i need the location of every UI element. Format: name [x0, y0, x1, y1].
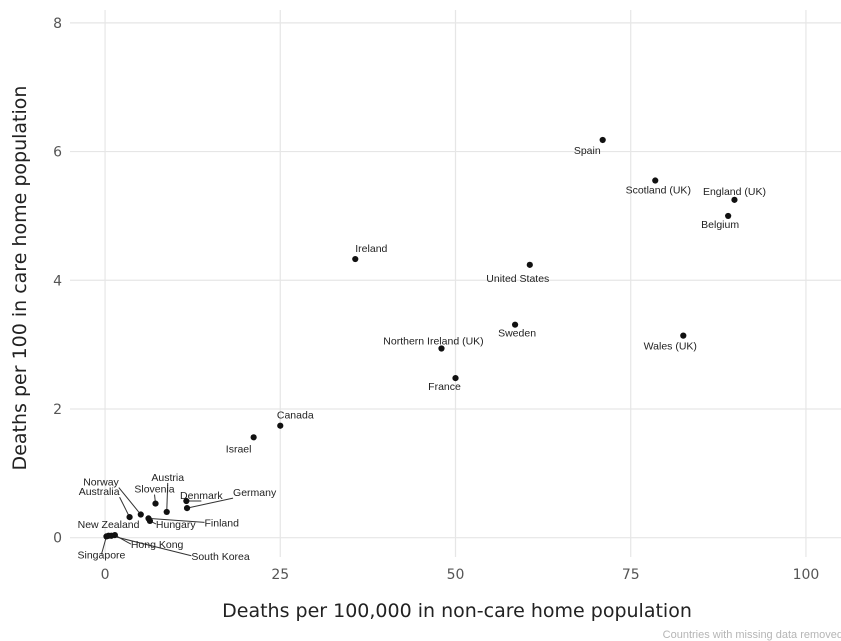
footnote: Countries with missing data removed [663, 629, 841, 641]
label-ireland: Ireland [355, 243, 387, 255]
label-denmark: Denmark [180, 490, 223, 502]
point-scotland-uk [652, 177, 659, 184]
label-france: France [428, 381, 461, 393]
label-wales-uk: Wales (UK) [644, 341, 697, 353]
y-tick-label: 8 [53, 16, 62, 32]
point-northern-ireland-uk [438, 345, 445, 352]
point-denmark [183, 497, 190, 505]
leader-singapore [100, 536, 107, 555]
label-united-states: United States [486, 273, 549, 285]
label-germany: Germany [233, 487, 277, 499]
x-tick-label: 75 [622, 567, 640, 583]
axis-ticks: 0 25 50 75 100 0 2 4 6 8 [53, 16, 819, 583]
leader-austria [166, 482, 169, 512]
label-hong-kong: Hong Kong [131, 539, 184, 551]
label-canada: Canada [277, 410, 314, 422]
point-austria [163, 508, 170, 516]
point-norway [137, 511, 144, 518]
point-canada [277, 422, 284, 429]
label-israel: Israel [226, 443, 252, 455]
label-south-korea: South Korea [191, 551, 250, 563]
point-france [452, 374, 459, 382]
leader-australia [119, 496, 131, 518]
leader-finland [148, 517, 205, 523]
point-wales-uk [680, 332, 687, 339]
y-tick-label: 6 [53, 145, 62, 161]
label-singapore: Singapore [78, 549, 126, 561]
y-axis-title: Deaths per 100 in care home population [9, 86, 31, 471]
label-slovenia: Slovenia [134, 484, 174, 496]
point-sweden [511, 321, 519, 328]
leader-germany [186, 497, 234, 509]
data-points [103, 136, 738, 540]
label-sweden: Sweden [498, 328, 536, 340]
label-northern-ireland-uk: Northern Ireland (UK) [383, 335, 483, 347]
x-tick-label: 50 [447, 567, 465, 583]
label-scotland-uk: Scotland (UK) [626, 185, 691, 197]
label-australia: Australia [79, 486, 120, 498]
x-tick-label: 100 [793, 567, 820, 583]
point-hungary [146, 517, 154, 525]
y-tick-label: 4 [53, 273, 62, 289]
point-england-uk [731, 196, 738, 203]
y-tick-label: 0 [53, 531, 62, 547]
point-spain [599, 136, 606, 144]
label-norway: Norway [83, 477, 119, 489]
label-belgium: Belgium [701, 219, 739, 231]
point-south-korea [108, 532, 115, 539]
point-belgium [725, 212, 732, 220]
x-tick-label: 0 [101, 567, 110, 583]
label-new-zealand: New Zealand [78, 519, 140, 531]
leader-norway [118, 487, 142, 515]
label-finland: Finland [205, 517, 240, 529]
point-israel [250, 434, 257, 441]
leader-south-korea [111, 535, 192, 557]
label-spain: Spain [574, 145, 601, 157]
label-hungary: Hungary [156, 519, 196, 531]
x-tick-label: 25 [271, 567, 289, 583]
point-slovenia [152, 500, 159, 507]
point-united-states [526, 261, 533, 268]
gridlines [70, 10, 841, 557]
point-australia [126, 514, 133, 521]
point-ireland [352, 255, 359, 263]
x-axis-title: Deaths per 100,000 in non-care home popu… [222, 600, 692, 622]
y-tick-label: 2 [53, 402, 62, 418]
point-germany [183, 504, 191, 512]
point-labels: Spain Scotland (UK) England (UK) Belgium Ire… [78, 145, 766, 563]
point-singapore [103, 533, 110, 540]
label-england-uk: England (UK) [703, 186, 766, 198]
label-leaders [100, 482, 234, 557]
label-austria: Austria [151, 472, 184, 484]
